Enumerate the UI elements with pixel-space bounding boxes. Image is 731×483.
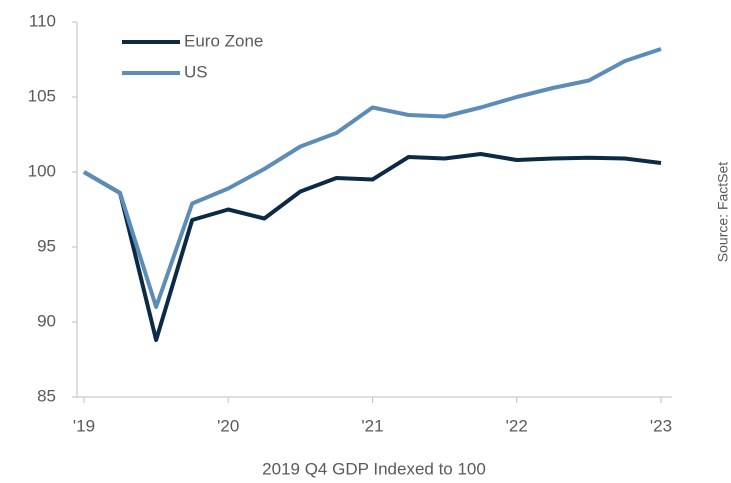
legend-label: US [184,62,208,81]
x-axis-label: 2019 Q4 GDP Indexed to 100 [262,459,486,478]
line-series [82,152,662,342]
source-note: Source: FactSet [715,162,731,262]
y-tick-label: 110 [29,11,56,30]
y-tick-label: 105 [28,86,56,105]
x-tick-label: '21 [361,416,383,435]
y-tick-label: 90 [37,311,56,330]
x-tick-label: '20 [217,416,239,435]
x-tick-label: '23 [650,416,672,435]
y-tick-label: 85 [37,386,56,405]
y-tick-label: 95 [37,236,56,255]
line-series [82,47,662,309]
y-tick-label: 100 [28,161,56,180]
x-tick-label: '22 [506,416,528,435]
x-tick-label: '19 [73,416,95,435]
legend-label: Euro Zone [184,31,263,50]
